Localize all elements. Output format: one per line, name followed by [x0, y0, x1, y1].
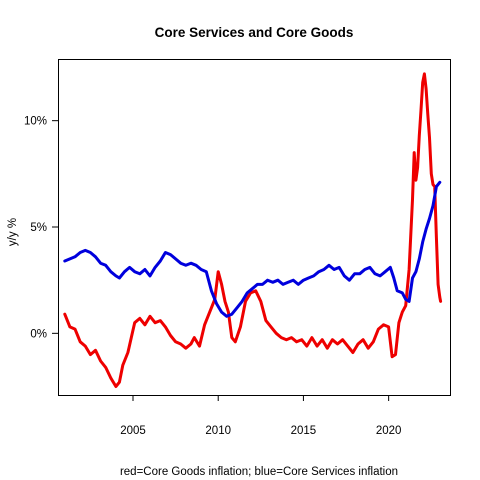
x-tick-label: 2005	[120, 425, 146, 437]
x-axis-caption: red=Core Goods inflation; blue=Core Serv…	[120, 466, 398, 478]
chart-title: Core Services and Core Goods	[155, 25, 354, 40]
series-line-goods	[63, 72, 443, 388]
y-axis: 0% 5% 10%	[24, 116, 58, 340]
plot-frame	[58, 59, 451, 396]
series-layer	[63, 72, 443, 388]
y-tick-label: 5%	[30, 222, 47, 234]
x-tick-label: 2015	[291, 425, 317, 437]
x-tick-label: 2020	[376, 425, 402, 437]
x-tick-label: 2010	[205, 425, 231, 437]
y-tick-label: 10%	[24, 116, 47, 128]
y-tick-label: 0%	[30, 328, 47, 340]
y-axis-label: y/y %	[7, 218, 19, 246]
series-line-services	[63, 180, 442, 318]
x-axis: 2005 2010 2015 2020	[120, 395, 401, 437]
